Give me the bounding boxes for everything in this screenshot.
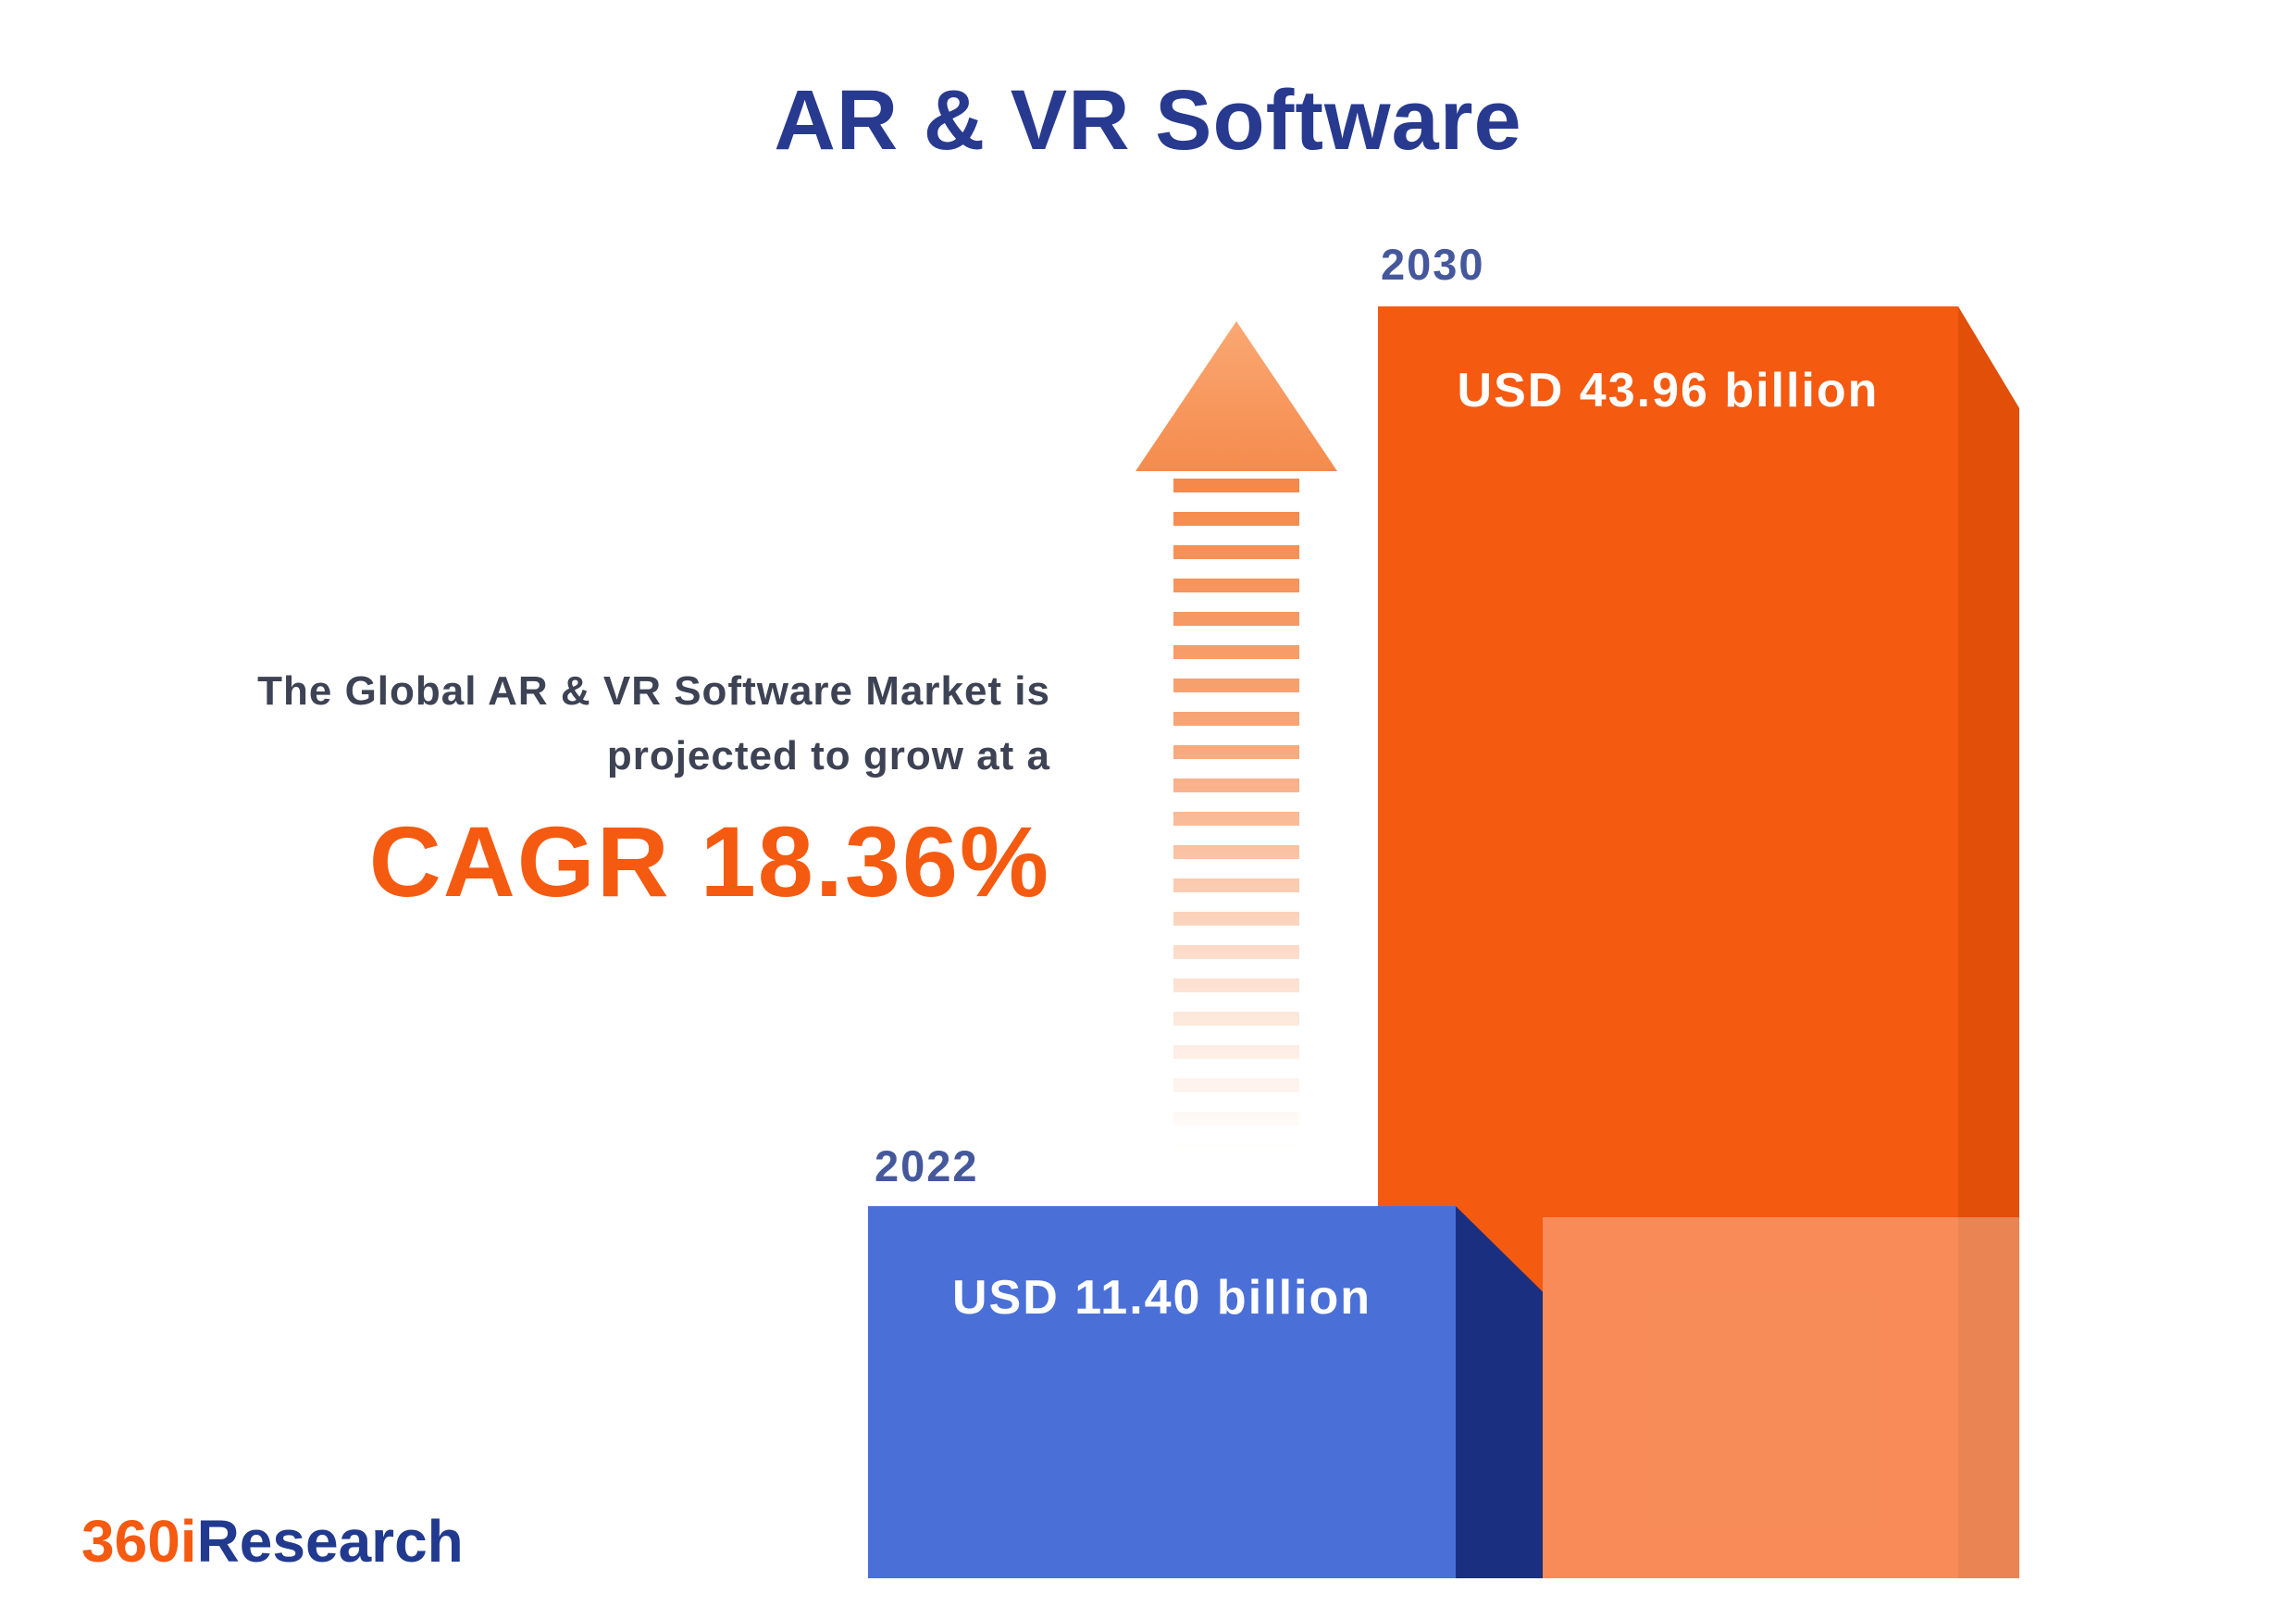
bar-2030-side-face	[1958, 306, 2019, 1578]
description-block: The Global AR & VR Software Market is pr…	[139, 659, 1050, 919]
logo-part-orange: 360i	[81, 1508, 197, 1575]
cagr-value: CAGR 18.36%	[368, 805, 1050, 917]
bar-2030-light-overlay	[1543, 1217, 2019, 1578]
bar-2022	[868, 1206, 1456, 1578]
bar-2030-value-label: USD 43.96 billion	[1457, 364, 1880, 417]
bar-2022-year-label: 2022	[875, 1141, 979, 1190]
bar-2030-year-label: 2030	[1381, 240, 1485, 289]
description-line-1: The Global AR & VR Software Market is	[257, 668, 1050, 714]
page-title: AR & VR Software	[774, 73, 1522, 168]
growth-arrow-up-icon	[1136, 321, 1337, 471]
logo-part-blue: Research	[196, 1508, 464, 1575]
description-line-2: projected to grow at a	[606, 733, 1050, 778]
logo: 360iResearch	[81, 1507, 464, 1575]
bar-2022-value-label: USD 11.40 billion	[951, 1271, 1372, 1325]
growth-arrow-stripes-icon	[1173, 479, 1299, 1151]
